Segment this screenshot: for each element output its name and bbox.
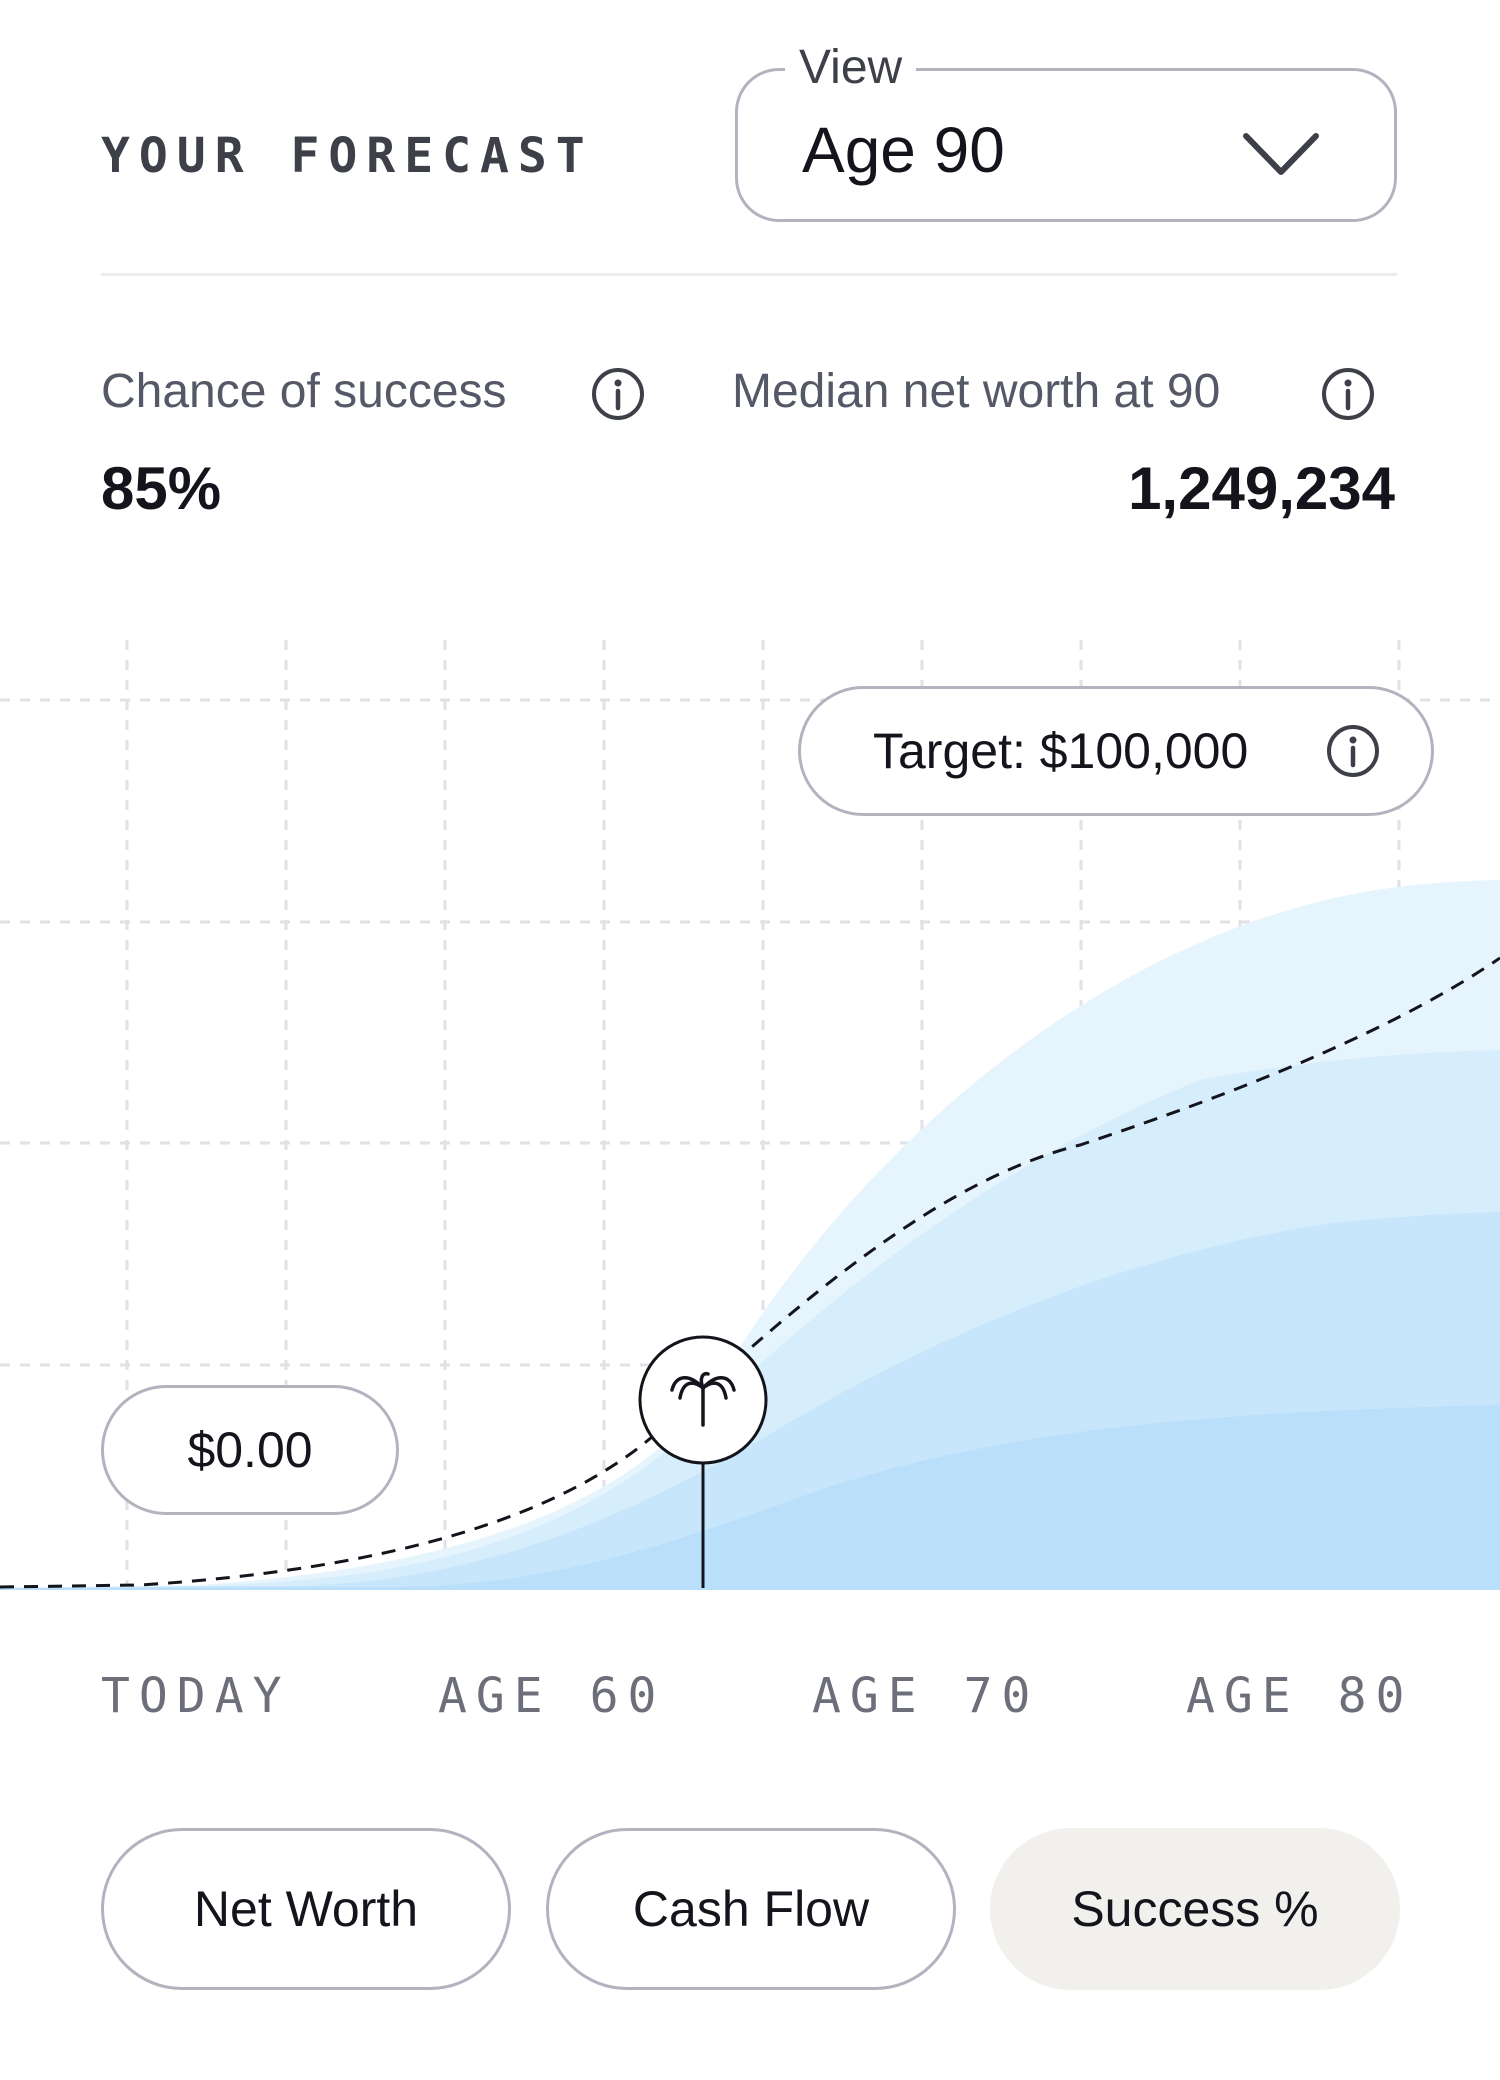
- x-label-age-80: AGE 80: [1186, 1668, 1414, 1724]
- start-value-badge: $0.00: [101, 1385, 399, 1515]
- tab-cash-flow[interactable]: Cash Flow: [546, 1828, 956, 1990]
- tab-success-percent[interactable]: Success %: [990, 1828, 1400, 1990]
- target-badge[interactable]: Target: $100,000: [798, 686, 1434, 816]
- median-value: 1,249,234: [1128, 455, 1395, 522]
- target-info-icon[interactable]: [1325, 723, 1381, 779]
- header-divider: [101, 273, 1397, 276]
- view-select[interactable]: [735, 68, 1397, 222]
- forecast-chart: [0, 640, 1500, 1590]
- chart-band-core: [0, 1405, 1500, 1590]
- x-label-age-70: AGE 70: [812, 1668, 1040, 1724]
- x-label-today: TODAY: [101, 1668, 291, 1724]
- view-select-value[interactable]: Age 90: [802, 114, 1005, 186]
- start-value-label: $0.00: [187, 1422, 313, 1478]
- forecast-title: YOUR FORECAST: [101, 128, 594, 184]
- palm-tree-icon: [638, 1335, 768, 1465]
- success-value: 85%: [101, 455, 222, 522]
- median-label: Median net worth at 90: [732, 365, 1221, 418]
- view-select-legend: View: [785, 38, 917, 98]
- target-badge-label: Target: $100,000: [873, 723, 1249, 779]
- median-info-icon[interactable]: [1320, 366, 1376, 422]
- success-info-icon[interactable]: [590, 366, 646, 422]
- chevron-down-icon[interactable]: [1242, 130, 1320, 178]
- x-label-age-60: AGE 60: [438, 1668, 666, 1724]
- tab-net-worth[interactable]: Net Worth: [101, 1828, 511, 1990]
- success-label: Chance of success: [101, 365, 507, 418]
